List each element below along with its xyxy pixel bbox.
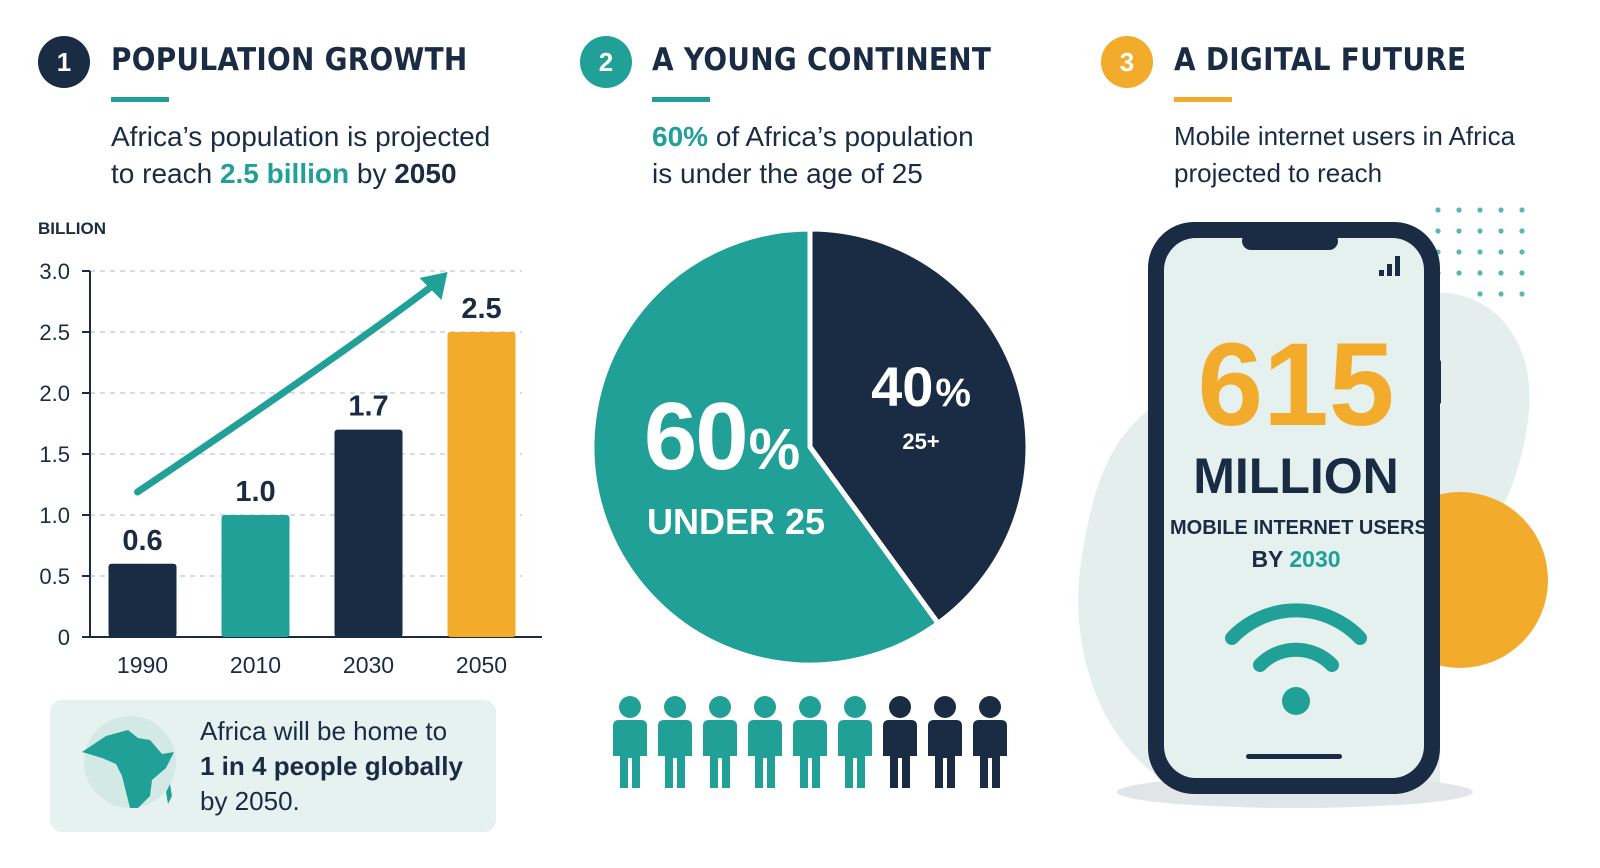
- trend-arrow-head: [419, 272, 448, 300]
- bar-2010: [221, 515, 290, 637]
- y-tick-label: 2.0: [39, 381, 70, 406]
- phone-illustration: [1078, 207, 1548, 808]
- person-icon: [658, 696, 692, 788]
- step-number-1: 1: [38, 36, 90, 88]
- young-highlight: 60%: [652, 121, 709, 152]
- pie-label-25-plus-pct: 40%: [871, 355, 971, 418]
- callout-line2: 1 in 4 people globally: [200, 751, 463, 781]
- section-title-young-continent: A YOUNG CONTINENT: [652, 42, 992, 78]
- internet-users-year: 2030: [1289, 546, 1341, 572]
- person-icon: [973, 696, 1007, 788]
- dot-pattern: [1435, 207, 1525, 297]
- population-intro: Africa’s population is projected to reac…: [111, 118, 490, 192]
- person-icon: [613, 696, 647, 788]
- bar-value-label: 1.7: [348, 391, 388, 423]
- y-tick-label: 1.0: [39, 503, 70, 528]
- person-icon: [748, 696, 782, 788]
- population-intro-line1: Africa’s population is projected: [111, 121, 491, 152]
- y-tick-label: 0.5: [39, 564, 70, 589]
- y-axis-unit-label: BILLION: [38, 219, 106, 238]
- population-target-year: 2050: [394, 158, 457, 189]
- callout-text: Africa will be home to 1 in 4 people glo…: [200, 714, 463, 819]
- bar-value-label: 0.6: [122, 525, 162, 557]
- population-highlight: 2.5 billion: [219, 158, 350, 189]
- digital-intro: Mobile internet users in Africa projecte…: [1174, 118, 1515, 192]
- title-underline: [652, 97, 710, 102]
- population-bar-chart: BILLION 0 0.5 1.0 1.5 2.0 2.5 3.0 0.6 1990 1.0 2010…: [38, 219, 542, 678]
- bar-2030: [334, 429, 403, 637]
- digital-intro-line1: Mobile internet users in Africa: [1174, 121, 1516, 151]
- pie-slice-under-25: [589, 226, 941, 668]
- digital-intro-line2: projected to reach: [1174, 158, 1383, 188]
- internet-users-year-line: BY 2030: [1251, 546, 1341, 572]
- internet-users-number: 615: [1197, 319, 1395, 451]
- young-intro: 60% of Africa’s population is under the …: [652, 118, 974, 192]
- population-intro-line2: to reach 2.5 billion by 2050: [111, 158, 457, 189]
- pie-slice-25-plus: [807, 226, 1031, 626]
- step-number-2: 2: [580, 36, 632, 88]
- person-icon: [793, 696, 827, 788]
- internet-users-unit: MILLION: [1193, 448, 1399, 504]
- bar-value-label: 2.5: [461, 293, 501, 325]
- phone-notch: [1242, 232, 1338, 250]
- bar-2050: [447, 332, 516, 637]
- age-pie-chart: 60% UNDER 25 40% 25+: [589, 226, 1031, 668]
- title-underline: [1174, 97, 1232, 102]
- x-tick-label: 1990: [117, 652, 168, 678]
- section-title-population-growth: POPULATION GROWTH: [111, 42, 468, 78]
- signal-icon: [1379, 256, 1400, 276]
- x-tick-label: 2030: [343, 652, 394, 678]
- x-tick-label: 2010: [230, 652, 281, 678]
- y-tick-label: 1.5: [39, 442, 70, 467]
- people-icons-row: [613, 696, 1007, 788]
- y-tick-label: 3.0: [39, 259, 70, 284]
- pie-label-under-25-caption: UNDER 25: [647, 501, 825, 542]
- x-tick-label: 2050: [456, 652, 507, 678]
- trend-arrow: [134, 281, 437, 496]
- africa-map-icon: [82, 716, 176, 808]
- pie-label-25-plus-caption: 25+: [902, 429, 939, 454]
- title-underline: [111, 97, 169, 102]
- callout-line3: by 2050.: [200, 786, 300, 816]
- bar-1990: [108, 563, 177, 637]
- y-tick-label: 0: [58, 625, 70, 650]
- y-tick-label: 2.5: [39, 320, 70, 345]
- young-intro-line2: is under the age of 25: [652, 158, 923, 189]
- young-intro-line1: 60% of Africa’s population: [652, 121, 974, 152]
- person-icon: [928, 696, 962, 788]
- wifi-icon: [1225, 603, 1367, 715]
- section-title-digital-future: A DIGITAL FUTURE: [1174, 42, 1467, 78]
- step-number-3: 3: [1101, 36, 1153, 88]
- bar-value-label: 1.0: [235, 476, 275, 508]
- home-indicator: [1246, 754, 1342, 759]
- callout-line1: Africa will be home to: [200, 716, 448, 746]
- person-icon: [838, 696, 872, 788]
- person-icon: [703, 696, 737, 788]
- pie-label-under-25-pct: 60%: [644, 383, 800, 490]
- person-icon: [883, 696, 917, 788]
- internet-users-caption: MOBILE INTERNET USERS: [1170, 517, 1428, 539]
